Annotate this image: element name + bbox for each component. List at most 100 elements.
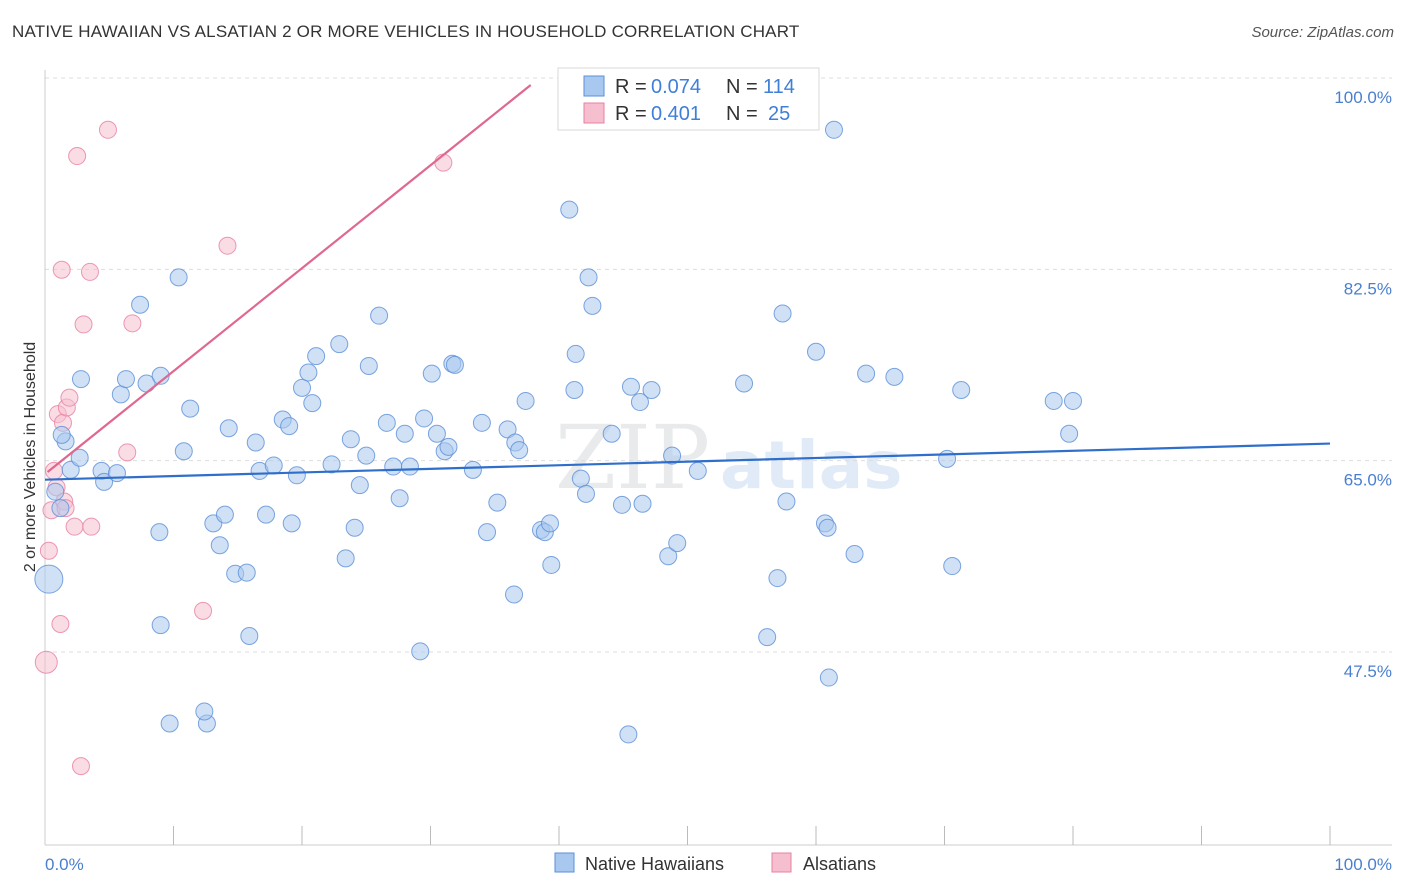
native-hawaiian-point	[768, 569, 787, 588]
alsatian-point	[80, 262, 99, 281]
axes	[44, 70, 1392, 846]
alsatian-point	[34, 650, 58, 674]
native-hawaiian-point	[630, 393, 649, 412]
native-hawaiian-point	[819, 668, 838, 687]
native-hawaiian-point	[668, 534, 687, 553]
native-hawaiian-point	[219, 419, 238, 438]
alsatian-point	[82, 517, 101, 536]
native-hawaiian-point	[642, 381, 661, 400]
native-hawaiian-point	[857, 364, 876, 383]
alsatian-point	[60, 388, 79, 407]
native-hawaiian-point	[773, 304, 792, 323]
native-hawaiian-point	[330, 335, 349, 354]
bottom-legend-native-hawaiians: Native Hawaiians	[585, 854, 724, 874]
legend-n-value-blue: 114	[763, 76, 795, 98]
y-tick-label: 47.5%	[1344, 662, 1392, 681]
native-hawaiian-point	[735, 374, 754, 393]
native-hawaiian-point	[565, 381, 584, 400]
native-hawaiian-point	[619, 725, 638, 744]
native-hawaiian-point	[688, 461, 707, 480]
native-hawaiian-point	[341, 430, 360, 449]
native-hawaiian-point	[71, 370, 90, 389]
alsatian-point	[194, 601, 213, 620]
native-hawaiian-point	[111, 385, 130, 404]
native-hawaiian-point	[150, 523, 169, 542]
native-hawaiian-point	[505, 585, 524, 604]
native-hawaiian-point	[174, 442, 193, 461]
native-hawaiian-point	[151, 616, 170, 635]
alsatians-trendline	[46, 84, 532, 473]
stats-legend: R = 0.074 N = 114 R = 0.401 N = 25	[557, 67, 820, 131]
native-hawaiian-point	[583, 296, 602, 315]
native-hawaiian-point	[439, 437, 458, 456]
native-hawaiian-point	[336, 549, 355, 568]
native-hawaiian-point	[303, 394, 322, 413]
native-hawaiian-point	[395, 424, 414, 443]
native-hawaiian-point	[195, 702, 214, 721]
native-hawaiian-point	[427, 424, 446, 443]
native-hawaiian-point	[169, 268, 188, 287]
alsatians-points	[34, 120, 453, 776]
legend-n-label-pink: N =	[726, 103, 758, 125]
native-hawaiian-point	[510, 441, 529, 460]
source-credit: Source: ZipAtlas.com	[1251, 24, 1394, 41]
native-hawaiian-point	[237, 563, 256, 582]
legend-swatch-blue	[583, 75, 605, 97]
native-hawaiian-point	[758, 628, 777, 647]
native-hawaiian-point	[107, 464, 126, 483]
native-hawaiian-point	[293, 378, 311, 397]
native-hawaiian-point	[478, 523, 497, 542]
alsatian-point	[65, 517, 84, 536]
x-tick-labels: 0.0% 100.0%	[45, 855, 1392, 874]
native-hawaiian-point	[359, 356, 378, 375]
native-hawaiian-point	[1064, 391, 1082, 410]
native-hawaiian-point	[777, 492, 796, 511]
y-tick-label: 65.0%	[1344, 471, 1392, 490]
native-hawaiian-point	[384, 457, 403, 476]
native-hawaiian-point	[215, 505, 234, 524]
native-hawaiian-point	[845, 545, 864, 564]
native-hawaiian-point	[131, 295, 150, 314]
native-hawaiian-point	[579, 268, 598, 287]
native-hawaiian-point	[390, 489, 409, 508]
bottom-legend-alsatians: Alsatians	[803, 854, 876, 874]
y-axis-label: 2 or more Vehicles in Household	[22, 342, 39, 572]
native-hawaiian-point	[612, 495, 631, 514]
native-hawaiian-point	[240, 627, 259, 646]
native-hawaiian-point	[943, 557, 962, 576]
native-hawaiian-point	[210, 536, 229, 555]
native-hawaiian-point	[445, 355, 464, 374]
native-hawaiians-points	[34, 120, 1082, 744]
legend-r-value-pink: 0.401	[651, 103, 701, 125]
alsatian-point	[74, 315, 93, 334]
native-hawaiian-point	[287, 466, 306, 485]
native-hawaiian-point	[1044, 391, 1063, 410]
native-hawaiian-point	[1060, 424, 1079, 443]
native-hawaiian-point	[46, 482, 65, 501]
native-hawaiian-point	[411, 642, 430, 661]
native-hawaiian-point	[422, 364, 441, 383]
native-hawaiian-point	[257, 505, 276, 524]
chart-title: NATIVE HAWAIIAN VS ALSATIAN 2 OR MORE VE…	[12, 22, 800, 41]
native-hawaiian-point	[633, 494, 652, 513]
legend-n-label-blue: N =	[726, 76, 758, 98]
alsatian-point	[123, 314, 142, 333]
native-hawaiian-point	[400, 457, 419, 476]
y-tick-labels: 100.0% 82.5% 65.0% 47.5%	[1334, 88, 1392, 681]
native-hawaiian-point	[602, 424, 621, 443]
native-hawaiian-point	[472, 413, 491, 432]
native-hawaiian-point	[659, 547, 678, 566]
native-hawaiian-point	[542, 555, 561, 574]
native-hawaiian-point	[807, 342, 825, 361]
native-hawaiian-point	[116, 370, 135, 389]
native-hawaiian-point	[307, 347, 326, 366]
native-hawaiian-point	[322, 455, 341, 474]
alsatian-point	[68, 147, 87, 166]
native-hawaiian-point	[938, 449, 957, 468]
native-hawaiian-point	[463, 460, 482, 479]
alsatian-point	[71, 757, 90, 776]
native-hawaiian-point	[51, 499, 70, 518]
native-hawaiian-point	[576, 484, 595, 503]
native-hawaiian-point	[264, 456, 283, 475]
native-hawaiian-point	[370, 306, 389, 325]
